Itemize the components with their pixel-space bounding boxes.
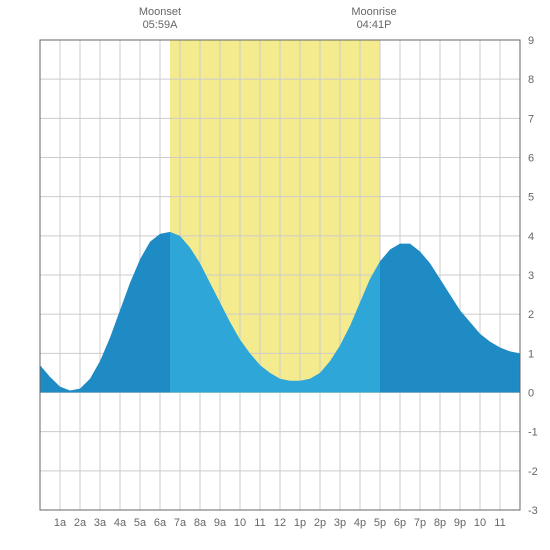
svg-text:4a: 4a: [114, 517, 127, 529]
svg-text:9: 9: [528, 35, 534, 47]
svg-text:2p: 2p: [314, 517, 326, 529]
annotation-value: 05:59A: [130, 19, 190, 32]
svg-text:11: 11: [254, 517, 265, 529]
svg-text:8: 8: [528, 74, 534, 86]
svg-text:7a: 7a: [174, 517, 187, 529]
annotation-title: Moonrise: [344, 6, 404, 19]
svg-text:5a: 5a: [134, 517, 147, 529]
svg-text:0: 0: [528, 388, 534, 400]
svg-text:4p: 4p: [354, 517, 366, 529]
annotation-value: 04:41P: [344, 19, 404, 32]
svg-text:5p: 5p: [374, 517, 386, 529]
tide-chart: -3-2-101234567891a2a3a4a5a6a7a8a9a101112…: [0, 0, 550, 550]
svg-text:8a: 8a: [194, 517, 207, 529]
svg-text:2: 2: [528, 309, 534, 321]
svg-text:6p: 6p: [394, 517, 406, 529]
svg-text:3a: 3a: [94, 517, 107, 529]
svg-text:1: 1: [528, 348, 534, 360]
moonrise-label: Moonrise04:41P: [344, 6, 404, 32]
moonset-label: Moonset05:59A: [130, 6, 190, 32]
svg-text:1a: 1a: [54, 517, 67, 529]
svg-text:10: 10: [474, 517, 486, 529]
svg-text:9p: 9p: [454, 517, 466, 529]
svg-text:12: 12: [274, 517, 286, 529]
svg-text:4: 4: [528, 231, 534, 243]
svg-text:9a: 9a: [214, 517, 227, 529]
svg-text:11: 11: [494, 517, 505, 529]
svg-text:5: 5: [528, 192, 534, 204]
svg-text:7: 7: [528, 113, 534, 125]
svg-text:8p: 8p: [434, 517, 446, 529]
svg-text:10: 10: [234, 517, 246, 529]
svg-text:3p: 3p: [334, 517, 346, 529]
svg-text:3: 3: [528, 270, 534, 282]
svg-text:1p: 1p: [294, 517, 306, 529]
svg-text:-2: -2: [528, 466, 538, 478]
svg-text:-1: -1: [528, 427, 538, 439]
chart-svg: -3-2-101234567891a2a3a4a5a6a7a8a9a101112…: [0, 0, 550, 550]
svg-text:2a: 2a: [74, 517, 87, 529]
annotation-title: Moonset: [130, 6, 190, 19]
svg-text:6a: 6a: [154, 517, 167, 529]
svg-text:6: 6: [528, 153, 534, 165]
svg-text:7p: 7p: [414, 517, 426, 529]
svg-text:-3: -3: [528, 505, 538, 517]
